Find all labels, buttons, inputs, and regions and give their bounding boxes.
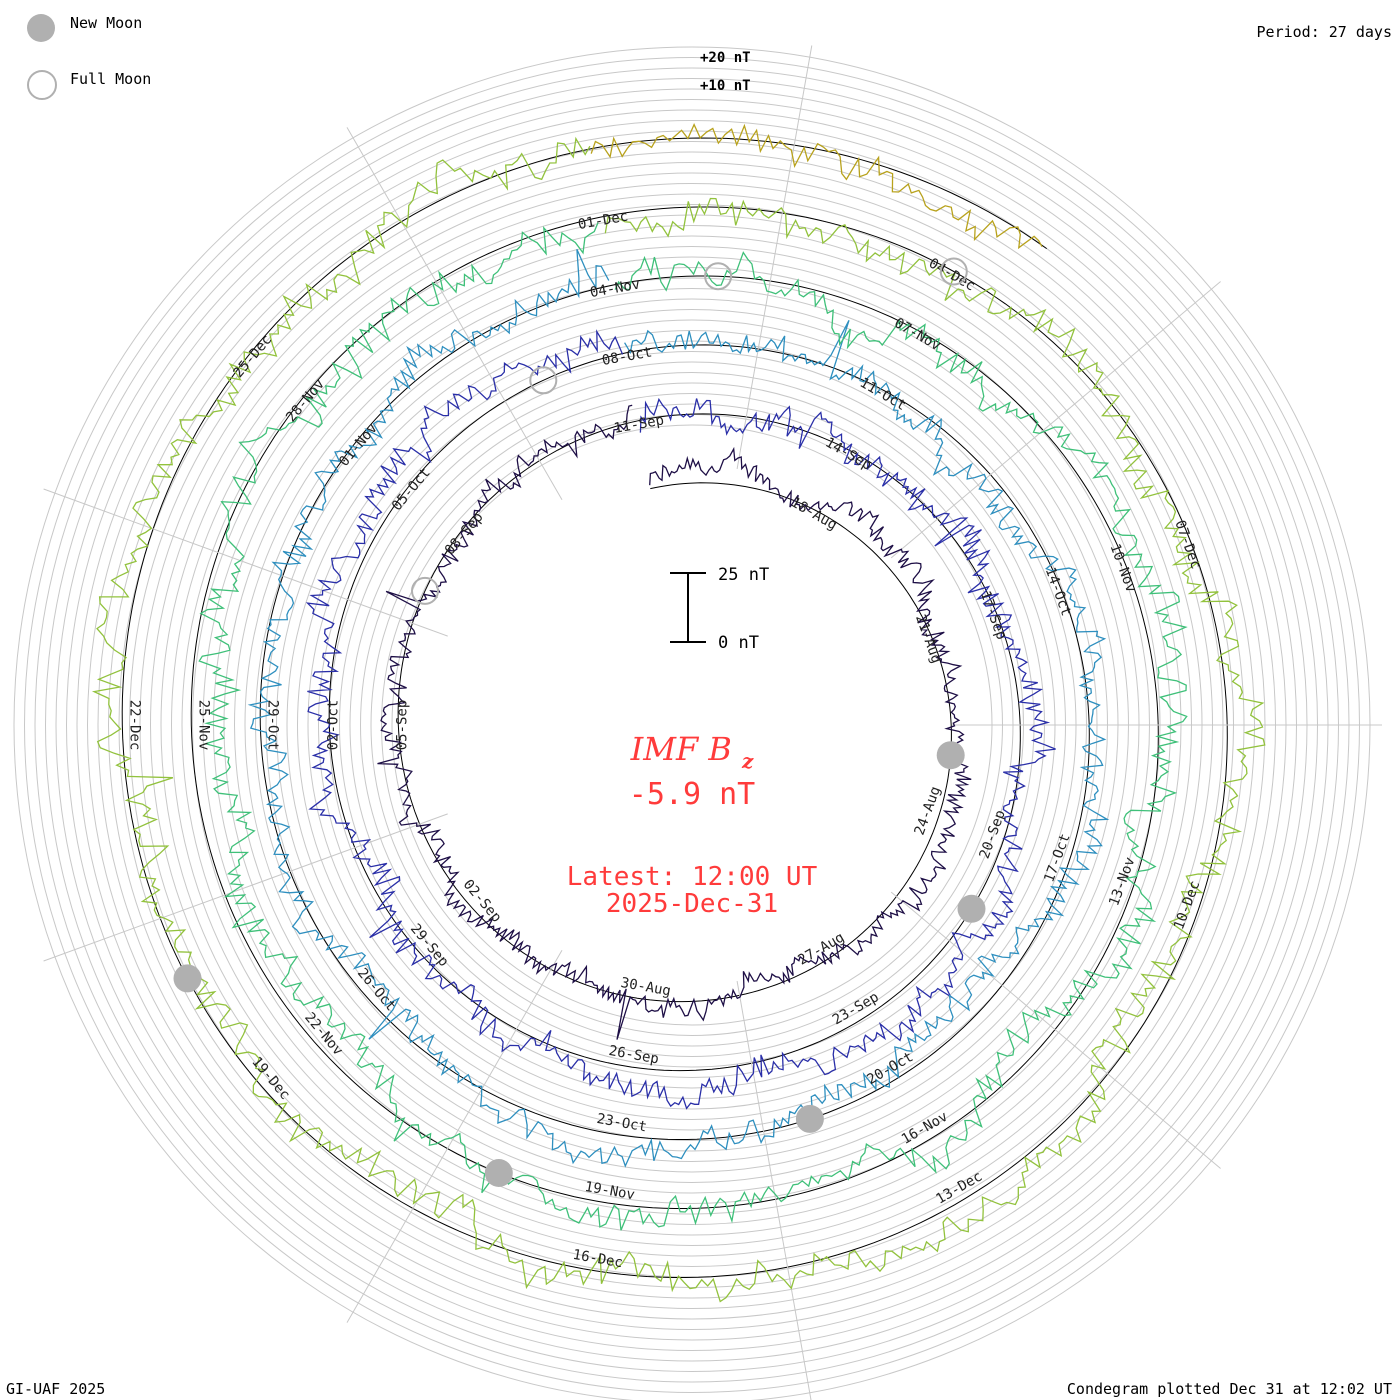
grid-ring <box>391 424 993 1026</box>
ref-label-10nt: +10 nT <box>700 78 751 94</box>
date-label: 29-Oct <box>264 700 280 751</box>
scale-bar-bottom-label: 0 nT <box>718 633 759 653</box>
date-label: 05-Oct <box>389 465 434 514</box>
chart-title: IMF B z <box>630 730 754 773</box>
new-moon-marker <box>795 1104 824 1133</box>
grid-spoke <box>736 45 813 469</box>
full-moon-marker <box>939 257 968 286</box>
scale-bar: 25 nT 0 nT <box>670 565 769 653</box>
date-label: 21-Aug <box>912 613 944 666</box>
ref-label-20nt: +20 nT <box>700 50 751 66</box>
reference-labels: +20 nT +10 nT <box>700 50 751 94</box>
date-label: 14-Oct <box>1042 565 1074 618</box>
new-moon-icon <box>27 14 55 42</box>
grid-ring <box>360 393 1024 1057</box>
date-label: 11-Sep <box>613 412 666 437</box>
new-moon-marker <box>936 741 965 770</box>
date-label: 04-Nov <box>589 276 642 301</box>
grid-ring <box>349 382 1035 1068</box>
grid-ring <box>339 372 1045 1078</box>
current-value: -5.9 nT <box>629 777 755 812</box>
data-series-6 <box>590 123 1043 250</box>
date-label: 25-Nov <box>195 700 211 751</box>
new-moon-marker <box>484 1159 513 1187</box>
grid-spoke <box>43 488 448 637</box>
new-moon-marker <box>957 894 986 923</box>
grid-layer <box>13 46 1371 1400</box>
full-moon-marker <box>704 262 733 291</box>
date-label: 20-Sep <box>977 808 1009 861</box>
data-series-5 <box>91 136 1266 1303</box>
grid-spoke <box>890 891 1221 1169</box>
date-label: 01-Dec <box>577 208 630 233</box>
credit-label: GI-UAF 2025 <box>6 1380 106 1398</box>
data-series-3 <box>247 248 1110 1168</box>
data-series-1 <box>377 404 972 1040</box>
latest-date: 2025-Dec-31 <box>606 889 778 919</box>
date-label: 08-Sep <box>442 509 487 558</box>
plotted-timestamp: Condegram plotted Dec 31 at 12:02 UT <box>1066 1380 1392 1398</box>
data-series-4 <box>198 222 1188 1231</box>
grid-ring <box>381 414 1003 1036</box>
moons-layer <box>173 257 986 1187</box>
legend-full-moon: Full Moon <box>70 70 152 88</box>
date-label: 22-Dec <box>126 700 142 751</box>
date-label: 04-Dec <box>926 255 978 294</box>
date-label: 02-Oct <box>325 700 341 751</box>
new-moon-marker <box>173 964 202 993</box>
date-label: 10-Nov <box>1106 542 1138 595</box>
grid-spoke <box>346 127 563 501</box>
date-label: 24-Aug <box>912 784 944 837</box>
grid-ring <box>13 46 1371 1400</box>
legend-new-moon: New Moon <box>70 14 143 32</box>
center-readout: IMF B z -5.9 nT Latest: 12:00 UT 2025-De… <box>567 730 818 919</box>
grid-ring <box>328 361 1056 1089</box>
date-label: 05-Sep <box>394 700 410 751</box>
series-layer <box>91 123 1266 1303</box>
latest-time: Latest: 12:00 UT <box>567 862 818 892</box>
spiral-baseline <box>121 137 1228 1278</box>
scale-bar-top-label: 25 nT <box>718 565 769 585</box>
grid-spoke <box>43 813 448 962</box>
date-label: 18-Aug <box>788 494 840 533</box>
period-label: Period: 27 days <box>1256 23 1392 41</box>
date-label: 11-Oct <box>857 375 909 414</box>
grid-spoke <box>890 281 1221 559</box>
data-series-2 <box>305 329 1056 1110</box>
date-label: 07-Nov <box>891 315 943 354</box>
full-moon-marker <box>411 576 439 605</box>
full-moon-marker <box>529 366 558 395</box>
date-label: 14-Sep <box>822 435 874 474</box>
date-label: 30-Aug <box>620 975 673 1000</box>
full-moon-icon <box>27 70 57 100</box>
